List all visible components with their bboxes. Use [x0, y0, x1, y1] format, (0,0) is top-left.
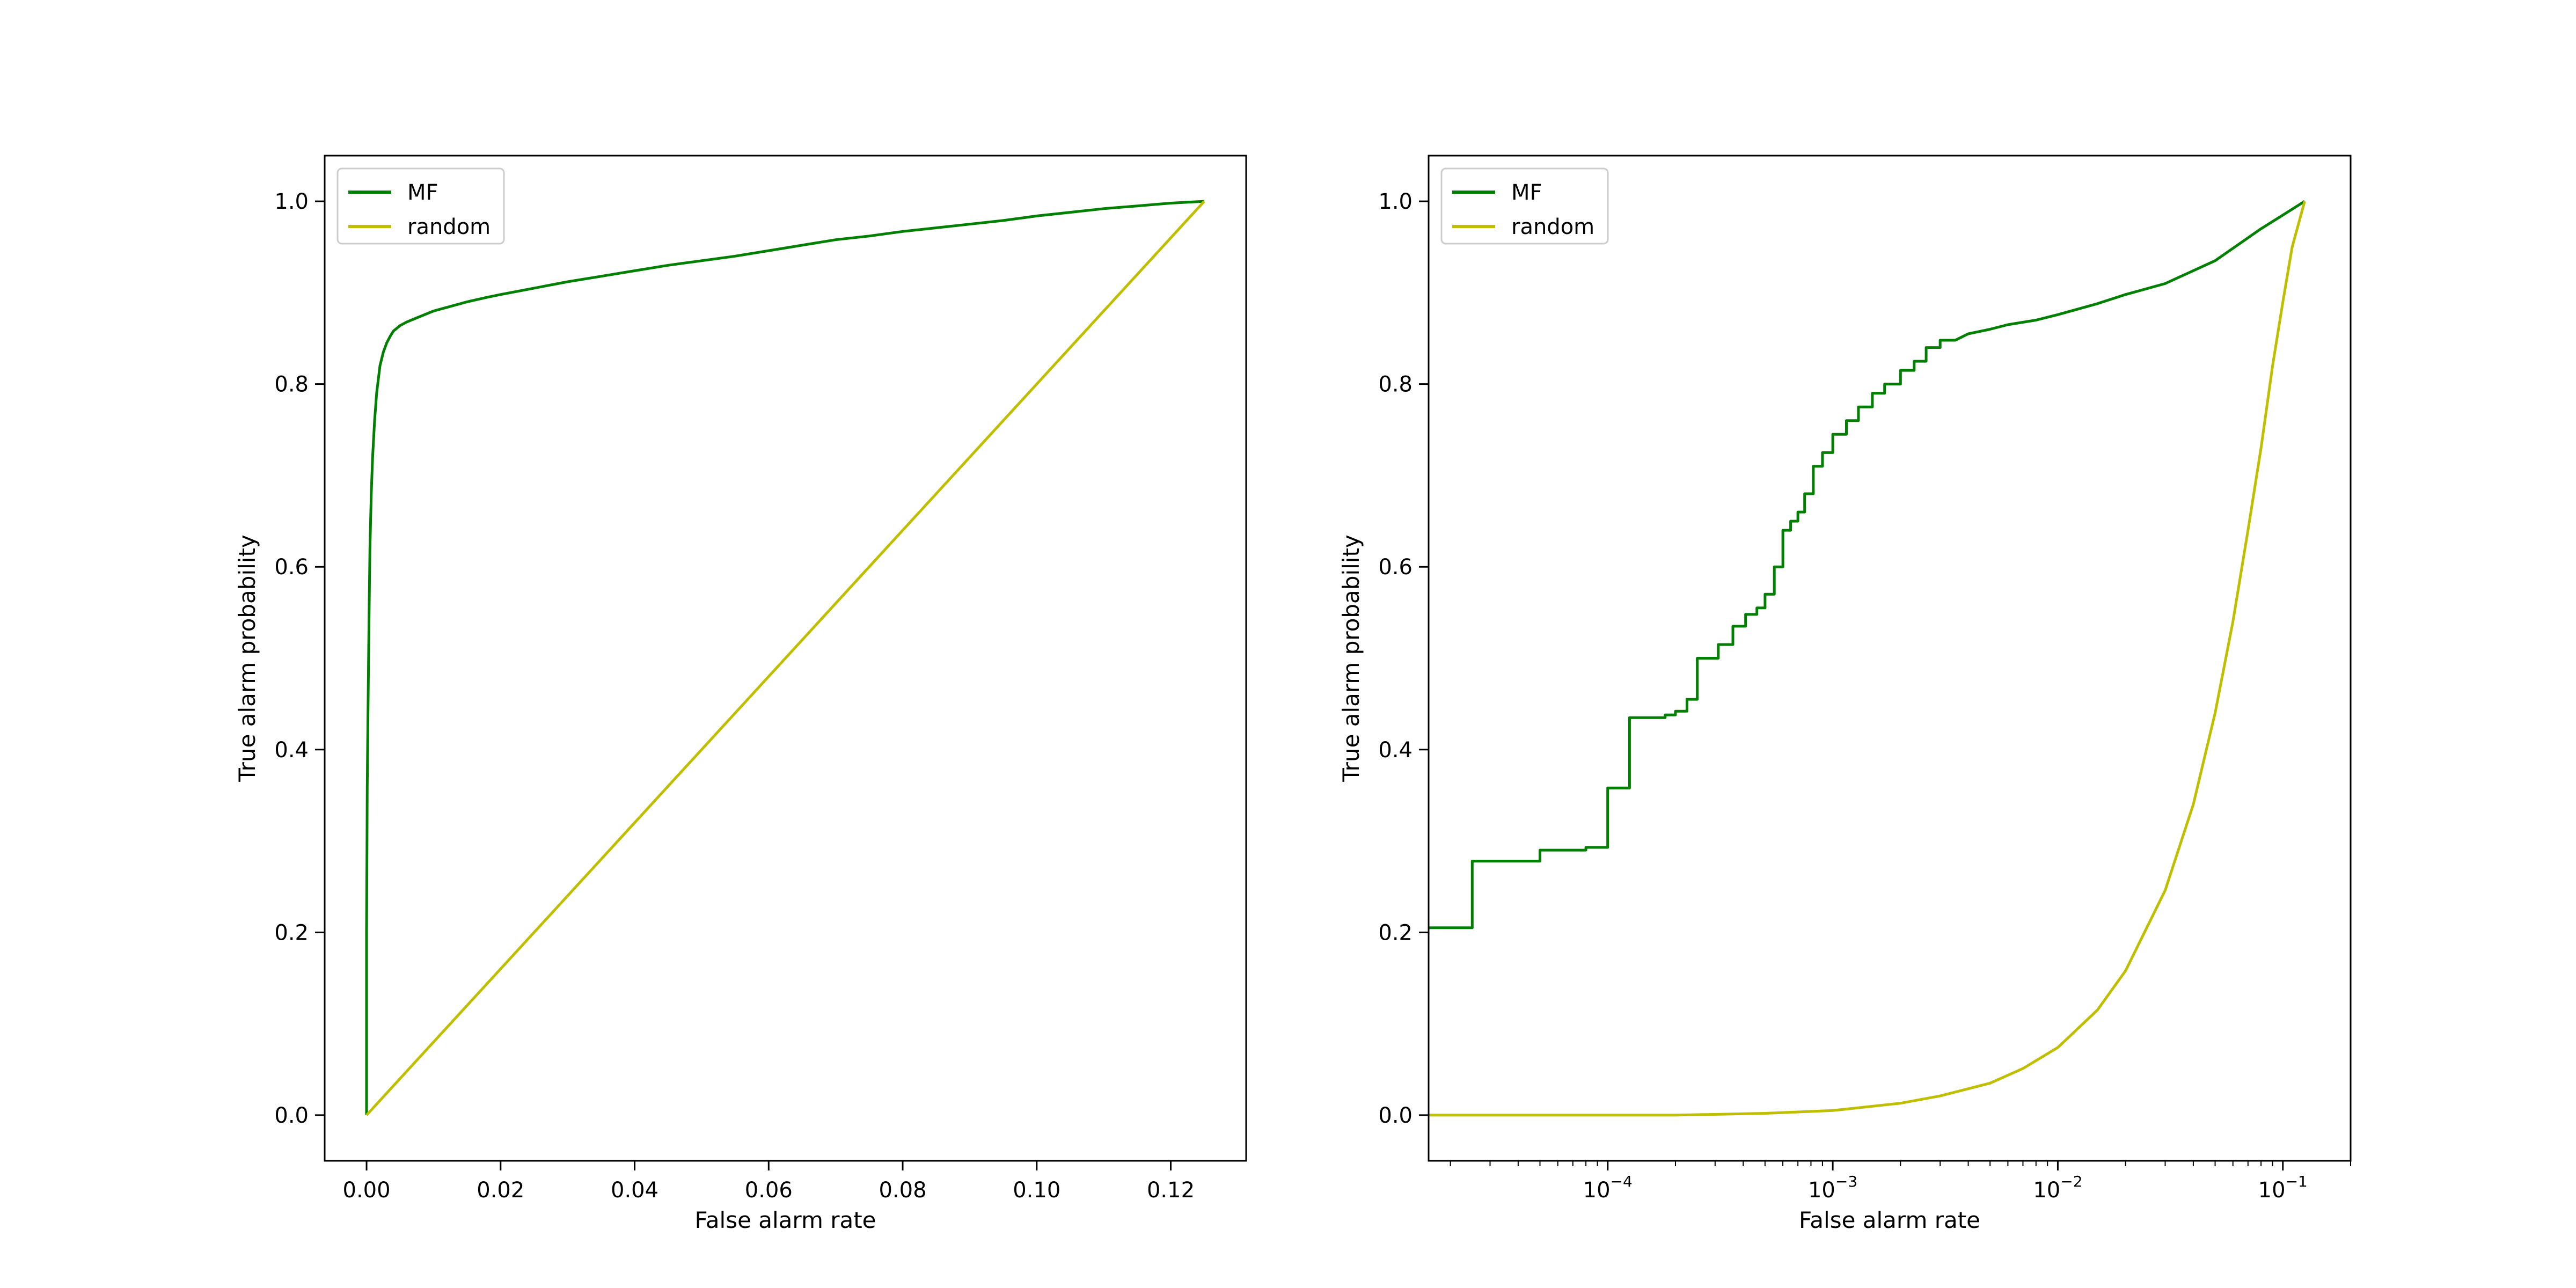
legend: MF random: [1440, 167, 1609, 245]
x-tick: 0.00: [343, 1161, 391, 1203]
y-tick-label: 1.0: [274, 189, 309, 214]
x-tick-label: 0.08: [879, 1178, 926, 1203]
x-axis-ticks: 0.00 0.02 0.04 0.06 0.08 0.10 0.12: [343, 1161, 1195, 1203]
linear-roc-panel: 0.00 0.02 0.04 0.06 0.08 0.10 0.12 0.00.20.40.…: [234, 155, 1247, 1233]
y-tick-label: 0.2: [1378, 920, 1413, 945]
x-tick: 0.04: [611, 1161, 658, 1203]
x-tick-label: 10−2: [2033, 1173, 2082, 1203]
y-tick: 0.8: [1378, 372, 1429, 397]
y-tick: 0.4: [1378, 738, 1429, 763]
axes-frame: [1428, 155, 2352, 1162]
series-line-random: [365, 200, 1205, 1116]
y-tick: 0.6: [274, 555, 325, 580]
y-axis-label: True alarm probability: [234, 535, 260, 782]
x-tick: 10−4: [1583, 1161, 1633, 1203]
x-tick: 0.02: [477, 1161, 524, 1203]
x-tick-label: 0.06: [745, 1178, 793, 1203]
y-axis-ticks: 0.0 0.2 0.4 0.6 0.8 1.0: [1378, 189, 1429, 1128]
y-tick: 0.2: [1378, 920, 1429, 945]
series-line-mf: [365, 200, 1205, 1115]
y-tick-label: 0.6: [1378, 555, 1413, 580]
y-tick: 0.4: [274, 738, 325, 763]
legend-label-random: random: [407, 215, 491, 239]
x-tick-label: 10−3: [1808, 1173, 1857, 1203]
x-tick: 10−1: [2258, 1161, 2308, 1203]
y-axis-ticks: 0.0 0.2 0.4 0.6 0.8 1.0: [274, 189, 325, 1128]
x-axis-ticks: 10−4 10−3 10−2 10−1: [1450, 1161, 2351, 1203]
x-tick: 0.10: [1013, 1161, 1060, 1203]
series-line-mf: [1429, 200, 2306, 930]
y-tick-label: 0.6: [274, 555, 309, 580]
y-axis-label: True alarm probability: [1338, 535, 1364, 782]
x-tick: 0.06: [745, 1161, 793, 1203]
legend-label-random: random: [1511, 215, 1594, 239]
series-line-random: [1429, 201, 2306, 1117]
x-tick-label: 10−4: [1583, 1173, 1633, 1203]
y-tick: 1.0: [274, 189, 325, 214]
x-tick-label: 0.12: [1147, 1178, 1195, 1203]
x-axis-label: False alarm rate: [1799, 1207, 1980, 1233]
y-tick: 1.0: [1378, 189, 1429, 214]
legend-label-mf: MF: [1511, 180, 1542, 205]
x-tick-label: 0.04: [611, 1178, 658, 1203]
y-tick-label: 0.2: [274, 920, 309, 945]
x-tick-label: 0.10: [1013, 1178, 1060, 1203]
y-tick-label: 0.4: [274, 738, 309, 763]
x-tick: 0.08: [879, 1161, 927, 1203]
x-tick: 10−3: [1808, 1161, 1857, 1203]
legend: MF random: [336, 167, 505, 245]
y-tick-label: 0.8: [1378, 372, 1413, 397]
y-tick: 0.2: [274, 920, 325, 945]
axes-frame: [324, 155, 1247, 1162]
y-tick-label: 0.8: [274, 372, 309, 397]
x-tick-label: 0.02: [477, 1178, 524, 1203]
log-roc-panel: 10−4 10−3 10−2 10−1 0.0 0.2 0.4 0.6 0.8 1.0 Fals…: [1338, 155, 2352, 1233]
y-tick: 0.0: [274, 1103, 325, 1128]
y-tick-label: 0.0: [1378, 1103, 1413, 1128]
y-tick-label: 0.0: [274, 1103, 309, 1128]
y-tick-label: 0.4: [1378, 738, 1413, 763]
y-tick: 0.6: [1378, 555, 1429, 580]
plot-area: [365, 200, 1205, 1116]
legend-label-mf: MF: [407, 180, 438, 205]
y-tick-label: 1.0: [1378, 189, 1413, 214]
x-axis-label: False alarm rate: [694, 1207, 876, 1233]
y-tick: 0.8: [274, 372, 325, 397]
y-tick: 0.0: [1378, 1103, 1429, 1128]
plot-area: [1429, 200, 2306, 1117]
x-tick-label: 10−1: [2258, 1173, 2308, 1203]
x-tick: 10−2: [2033, 1161, 2083, 1203]
x-tick-label: 0.00: [343, 1178, 391, 1203]
x-tick: 0.12: [1147, 1161, 1195, 1203]
